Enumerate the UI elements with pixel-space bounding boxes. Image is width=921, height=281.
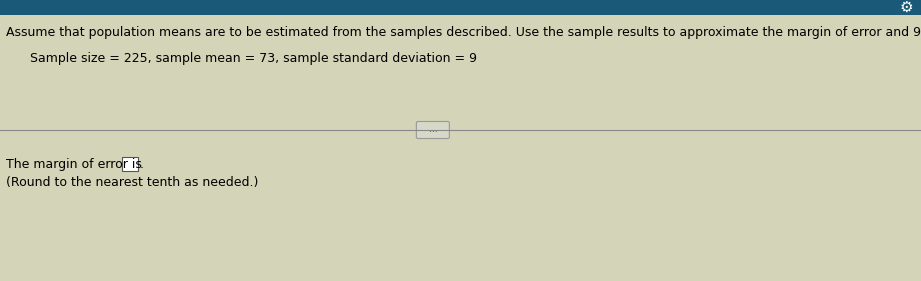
Bar [122,157,138,171]
Text: Assume that population means are to be estimated from the samples described. Use: Assume that population means are to be e… [6,26,921,39]
Text: ⚙: ⚙ [900,0,913,15]
Text: ...: ... [428,126,437,135]
Bar [0,0,921,15]
Text: (Round to the nearest tenth as needed.): (Round to the nearest tenth as needed.) [6,176,259,189]
Text: Sample size = 225, sample mean = 73, sample standard deviation = 9: Sample size = 225, sample mean = 73, sam… [30,52,477,65]
Text: .: . [140,158,144,171]
FancyBboxPatch shape [416,121,449,139]
Text: The margin of error is: The margin of error is [6,158,142,171]
